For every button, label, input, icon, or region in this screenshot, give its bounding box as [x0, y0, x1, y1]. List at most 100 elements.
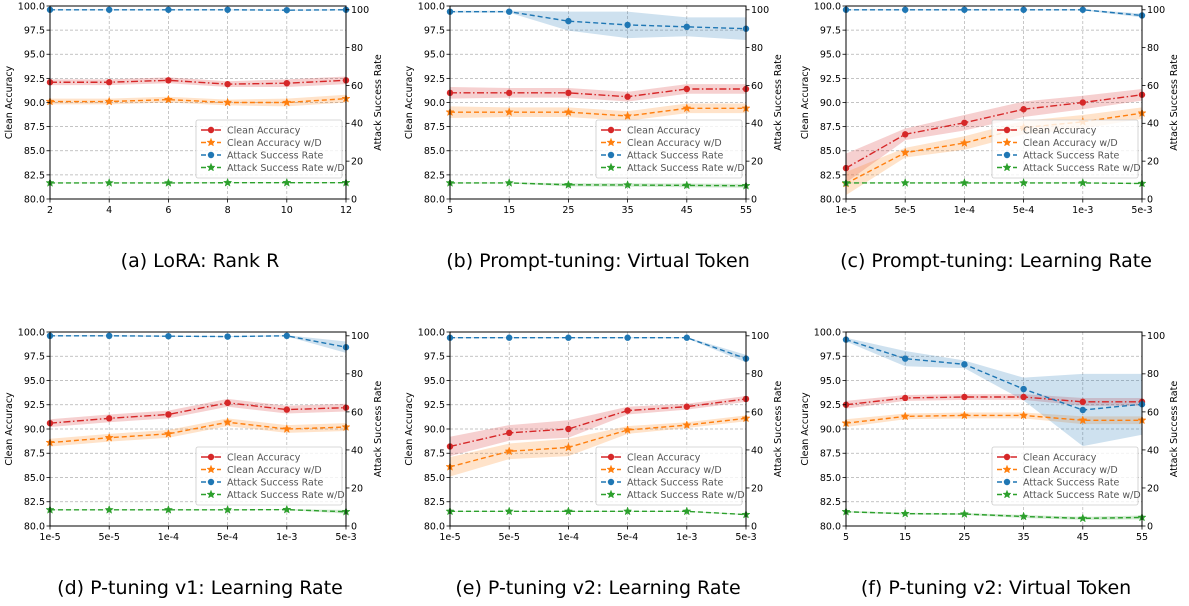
series-line	[450, 107, 746, 117]
y-axis-label: Clean Accuracy	[404, 65, 415, 139]
legend-marker	[207, 151, 215, 159]
data-point	[222, 177, 233, 187]
data-point	[282, 424, 292, 433]
data-point	[504, 107, 514, 117]
y2-tick-label: 100	[1147, 5, 1165, 16]
legend-label: Attack Success Rate w/D	[627, 490, 745, 501]
chart-panel-4: 1e-5 5e-5 1e-4 5e-4 1e-3 5e-3 80.0 82.5 85.0 87.5…	[4, 327, 384, 599]
data-point	[504, 178, 514, 187]
y-tick-label: 100.0	[418, 327, 445, 338]
y2-axis-label: Attack Success Rate	[773, 381, 784, 478]
legend-label: Clean Accuracy w/D	[627, 465, 722, 476]
legend-label: Clean Accuracy	[1023, 452, 1097, 463]
data-point	[506, 429, 513, 437]
series-line	[50, 79, 347, 85]
series-line	[450, 88, 746, 98]
series-line	[450, 10, 747, 30]
data-point	[1020, 393, 1027, 401]
legend-label: Attack Success Rate	[627, 477, 724, 488]
legend-label: Attack Success Rate w/D	[227, 163, 345, 174]
y2-tick-label: 80	[751, 43, 763, 54]
legend-box	[195, 119, 343, 179]
subfigure-caption: (a) LoRA: Rank R	[121, 250, 280, 272]
data-point	[902, 355, 909, 362]
y2-tick-label: 40	[351, 445, 363, 456]
x-tick-label: 55	[1136, 532, 1148, 543]
series-line	[50, 335, 347, 348]
legend-label: Attack Success Rate	[1023, 477, 1120, 488]
data-point	[504, 446, 514, 456]
x-tick-label: 1e-3	[676, 532, 697, 543]
y-tick-label: 87.5	[24, 449, 45, 460]
data-point	[902, 394, 909, 402]
legend-label: Clean Accuracy w/D	[227, 138, 322, 149]
y2-tick-label: 40	[1147, 119, 1159, 130]
series-line	[450, 337, 747, 360]
y-tick-label: 92.5	[820, 400, 841, 411]
y-tick-label: 90.0	[24, 98, 45, 109]
data-point	[104, 178, 114, 187]
confidence-band	[846, 337, 1142, 447]
data-point	[163, 94, 174, 104]
data-point	[224, 6, 231, 13]
data-point	[683, 23, 690, 31]
data-point	[682, 506, 692, 516]
y-tick-label: 85.0	[424, 473, 445, 484]
y-tick-label: 80.0	[820, 194, 841, 205]
y-tick-label: 80.0	[24, 521, 45, 532]
y-tick-label: 90.0	[820, 98, 841, 109]
y2-tick-label: 80	[751, 369, 763, 380]
data-point	[1018, 410, 1029, 420]
data-point	[959, 410, 970, 420]
y2-tick-label: 20	[351, 483, 363, 494]
y-tick-label: 87.5	[820, 449, 841, 460]
y-tick-label: 95.0	[24, 50, 45, 61]
x-tick-label: 2	[47, 205, 53, 216]
data-point	[622, 180, 633, 189]
confidence-band	[450, 84, 746, 102]
data-point	[224, 333, 231, 340]
data-point	[682, 420, 692, 430]
y2-tick-label: 100	[351, 5, 369, 16]
data-point	[282, 97, 292, 107]
y2-tick-label: 0	[351, 521, 357, 532]
legend-label: Clean Accuracy w/D	[1023, 465, 1118, 476]
legend-marker	[607, 151, 615, 159]
data-point	[106, 415, 113, 422]
data-point	[163, 178, 174, 187]
data-point	[622, 425, 633, 434]
series-line	[450, 510, 747, 516]
y2-tick-label: 0	[751, 521, 757, 532]
data-point	[106, 332, 113, 340]
data-point	[224, 399, 231, 407]
data-point	[961, 393, 968, 401]
confidence-band	[450, 10, 746, 41]
legend-label: Clean Accuracy	[627, 125, 701, 136]
legend-label: Clean Accuracy	[627, 452, 701, 463]
data-point	[283, 332, 290, 340]
y-axis-label: Clean Accuracy	[404, 392, 415, 466]
data-point	[959, 509, 970, 518]
data-point	[683, 403, 690, 410]
confidence-band	[450, 510, 746, 516]
y2-tick-label: 20	[751, 483, 763, 494]
confidence-band	[450, 337, 746, 363]
x-tick-label: 1e-5	[439, 532, 460, 543]
x-tick-label: 5e-5	[895, 205, 916, 216]
y2-tick-label: 80	[351, 43, 363, 54]
data-point	[1078, 415, 1088, 425]
subfigure-caption: (b) Prompt-tuning: Virtual Token	[446, 250, 749, 272]
data-point	[506, 89, 513, 97]
y-tick-label: 82.5	[424, 497, 445, 508]
y-tick-label: 87.5	[424, 449, 445, 460]
data-point	[682, 180, 692, 190]
data-point	[563, 442, 574, 452]
series-line	[845, 94, 1143, 169]
y-tick-label: 87.5	[424, 122, 445, 133]
y-tick-label: 92.5	[24, 400, 45, 411]
y-tick-label: 100.0	[418, 1, 445, 12]
legend-label: Clean Accuracy w/D	[1023, 138, 1118, 149]
